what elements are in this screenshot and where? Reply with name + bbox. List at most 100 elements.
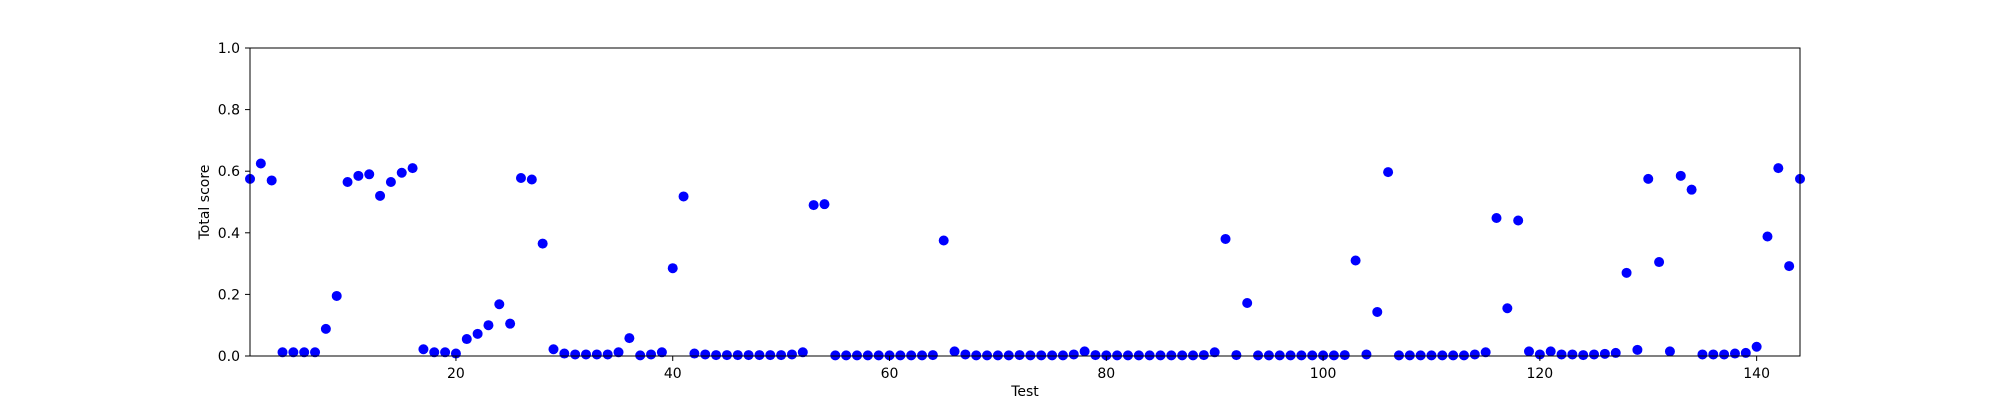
data-point bbox=[1404, 350, 1415, 361]
data-point bbox=[1177, 350, 1188, 361]
data-point bbox=[1198, 350, 1209, 361]
data-point bbox=[797, 347, 808, 358]
data-point bbox=[992, 350, 1003, 361]
data-point bbox=[602, 349, 613, 360]
data-point bbox=[1057, 350, 1068, 361]
x-tick-label: 20 bbox=[447, 366, 465, 382]
data-point bbox=[429, 347, 440, 358]
data-point bbox=[1458, 350, 1469, 361]
data-point bbox=[266, 175, 277, 186]
data-point bbox=[1524, 346, 1535, 357]
data-point bbox=[1686, 184, 1697, 195]
data-point bbox=[754, 350, 765, 361]
data-point bbox=[570, 349, 581, 360]
data-point bbox=[505, 318, 516, 329]
data-point bbox=[1697, 349, 1708, 360]
data-point bbox=[1740, 347, 1751, 358]
x-axis-ticks: 20 40 60 80 100 120 140 bbox=[447, 356, 1770, 382]
data-point bbox=[375, 190, 386, 201]
data-point bbox=[483, 320, 494, 331]
data-point bbox=[1729, 348, 1740, 359]
data-point bbox=[689, 348, 700, 359]
data-point bbox=[331, 290, 342, 301]
data-point bbox=[1047, 350, 1058, 361]
data-point bbox=[255, 158, 266, 169]
data-point bbox=[613, 347, 624, 358]
data-point bbox=[830, 350, 841, 361]
data-point bbox=[385, 176, 396, 187]
data-point bbox=[407, 163, 418, 174]
data-point bbox=[288, 347, 299, 358]
x-tick-label: 120 bbox=[1526, 366, 1553, 382]
data-point bbox=[1318, 350, 1329, 361]
data-point bbox=[1773, 163, 1784, 174]
data-point bbox=[1784, 261, 1795, 272]
data-point bbox=[1155, 350, 1166, 361]
data-point bbox=[1263, 350, 1274, 361]
data-point bbox=[1426, 350, 1437, 361]
data-point bbox=[1361, 349, 1372, 360]
data-point bbox=[310, 347, 321, 358]
data-point bbox=[1339, 350, 1350, 361]
data-point bbox=[1393, 350, 1404, 361]
data-point bbox=[678, 191, 689, 202]
y-tick-label: 1.0 bbox=[218, 41, 240, 57]
data-point bbox=[1578, 350, 1589, 361]
data-point bbox=[786, 349, 797, 360]
data-point bbox=[721, 350, 732, 361]
data-point bbox=[700, 349, 711, 360]
data-point bbox=[1025, 350, 1036, 361]
data-point bbox=[646, 349, 657, 360]
data-point bbox=[982, 350, 993, 361]
data-point bbox=[841, 350, 852, 361]
data-point bbox=[320, 323, 331, 334]
data-point bbox=[1068, 349, 1079, 360]
y-tick-label: 0.6 bbox=[218, 164, 240, 180]
data-point bbox=[1144, 350, 1155, 361]
plot-frame bbox=[249, 47, 1801, 357]
data-point bbox=[1762, 231, 1773, 242]
data-point bbox=[299, 347, 310, 358]
data-point bbox=[1415, 350, 1426, 361]
data-point bbox=[1664, 346, 1675, 357]
data-point bbox=[1621, 267, 1632, 278]
y-tick-label: 0.4 bbox=[218, 226, 240, 242]
data-point bbox=[656, 347, 667, 358]
data-point bbox=[1654, 257, 1665, 268]
data-point bbox=[1188, 350, 1199, 361]
data-point bbox=[494, 299, 505, 310]
data-point bbox=[1437, 350, 1448, 361]
y-axis-label: Total score bbox=[197, 165, 213, 241]
data-point bbox=[1101, 350, 1112, 361]
data-point bbox=[1708, 349, 1719, 360]
data-point bbox=[1220, 233, 1231, 244]
data-point bbox=[884, 350, 895, 361]
data-point bbox=[819, 199, 830, 210]
data-point bbox=[938, 235, 949, 246]
data-point bbox=[364, 169, 375, 180]
x-tick-label: 100 bbox=[1310, 366, 1337, 382]
x-tick-label: 80 bbox=[1097, 366, 1115, 382]
data-point bbox=[1610, 347, 1621, 358]
data-point bbox=[1112, 350, 1123, 361]
data-point bbox=[1307, 350, 1318, 361]
data-point bbox=[1014, 350, 1025, 361]
data-point bbox=[743, 350, 754, 361]
data-point bbox=[1632, 344, 1643, 355]
data-point bbox=[1133, 350, 1144, 361]
data-point bbox=[960, 349, 971, 360]
data-point bbox=[1643, 173, 1654, 184]
data-point bbox=[1253, 350, 1264, 361]
data-point bbox=[667, 263, 678, 274]
data-point bbox=[917, 350, 928, 361]
y-tick-label: 0.0 bbox=[218, 349, 240, 365]
data-point bbox=[808, 200, 819, 211]
data-point bbox=[1502, 303, 1513, 314]
y-tick-label: 0.2 bbox=[218, 287, 240, 303]
data-point bbox=[971, 350, 982, 361]
data-point bbox=[851, 350, 862, 361]
data-point bbox=[1036, 350, 1047, 361]
data-point bbox=[1534, 349, 1545, 360]
data-point bbox=[862, 350, 873, 361]
data-point bbox=[548, 344, 559, 355]
